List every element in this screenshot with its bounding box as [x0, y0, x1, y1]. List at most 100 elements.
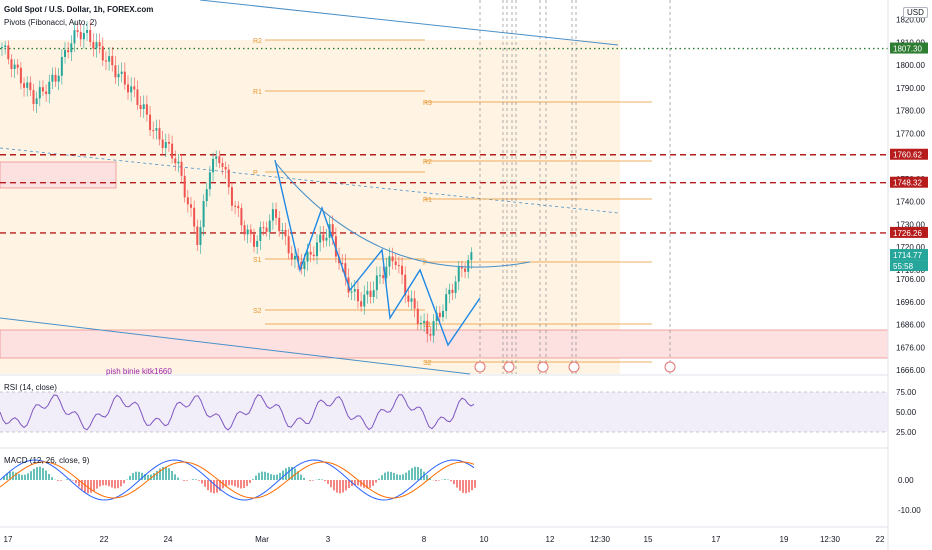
trend-dashed-line — [0, 147, 619, 214]
macd-histogram-bar — [408, 470, 410, 480]
pattern-arc — [274, 161, 531, 268]
macd-histogram-bar — [231, 480, 233, 486]
macd-histogram-bar — [324, 480, 326, 482]
candle-body — [460, 266, 463, 269]
candle-body — [158, 128, 161, 140]
event-icon — [568, 361, 580, 373]
macd-histogram-bar — [135, 471, 137, 480]
candle-body — [391, 256, 394, 262]
rsi-indicator-label[interactable]: RSI (14, close) — [4, 383, 57, 392]
candle-body — [164, 142, 167, 149]
candle-body — [319, 234, 322, 243]
candle-body — [218, 156, 221, 164]
macd-histogram-bar — [366, 480, 368, 489]
event-icon — [537, 361, 549, 373]
pivot-indicator-label[interactable]: Pivots (Fibonacci, Auto, 2) — [4, 18, 97, 27]
macd-histogram-bar — [345, 480, 347, 491]
time-tick: 15 — [644, 535, 653, 544]
candle-body — [41, 87, 44, 92]
macd-histogram-bar — [219, 480, 221, 491]
candle-body — [262, 227, 265, 229]
macd-histogram-bar — [444, 479, 446, 480]
price-tag-label: 1726.26 — [893, 229, 922, 238]
candle-body — [416, 308, 419, 324]
candle-body — [73, 30, 76, 44]
macd-histogram-bar — [357, 480, 359, 486]
price-tick: 1686.00 — [896, 321, 925, 330]
candle-body — [394, 261, 397, 266]
candle-body — [243, 225, 246, 235]
candle-body — [234, 205, 237, 207]
macd-histogram-bar — [474, 480, 476, 488]
candle-body — [108, 56, 111, 62]
candle-body — [410, 298, 413, 302]
candle-body — [92, 42, 95, 49]
macd-histogram-bar — [102, 480, 104, 486]
candle-body — [89, 30, 92, 43]
pivot-label: P — [423, 260, 428, 267]
candle-body — [290, 253, 293, 260]
candle-body — [278, 217, 281, 232]
candle-body — [331, 224, 334, 237]
candle-body — [13, 64, 16, 70]
candle-body — [457, 266, 460, 282]
candle-body — [369, 290, 372, 297]
price-tag — [890, 260, 928, 272]
price-tag-label: 1760.62 — [893, 151, 922, 160]
candle-body — [281, 229, 284, 232]
candle-body — [284, 229, 287, 237]
channel-bottom-line — [0, 317, 471, 375]
pivot-label: R2 — [423, 159, 432, 166]
macd-histogram-bar — [267, 472, 269, 480]
candle-body — [372, 290, 375, 297]
macd-histogram-bar — [261, 471, 263, 480]
candle-body — [341, 263, 344, 265]
price-tick: 1790.00 — [896, 84, 925, 93]
macd-histogram-bar — [108, 480, 110, 487]
candle-body — [7, 45, 10, 60]
candle-body — [385, 266, 388, 279]
macd-histogram-bar — [15, 472, 17, 480]
candle-body — [256, 240, 259, 247]
candle-body — [467, 259, 470, 272]
candle-body — [404, 274, 407, 296]
macd-histogram-bar — [291, 466, 293, 480]
time-tick: 22 — [876, 535, 885, 544]
candle-body — [130, 86, 133, 93]
macd-indicator-label[interactable]: MACD (12, 26, close, 9) — [4, 456, 90, 465]
macd-histogram-bar — [18, 473, 20, 480]
candle-body — [123, 71, 126, 85]
macd-histogram-bar — [273, 474, 275, 480]
macd-histogram-bar — [90, 480, 92, 493]
macd-histogram-bar — [450, 480, 452, 482]
macd-histogram-bar — [174, 474, 176, 480]
macd-histogram-bar — [186, 480, 188, 481]
currency-badge[interactable]: USD — [903, 7, 928, 18]
pivot-zone — [0, 40, 620, 374]
price-tick: 1740.00 — [896, 198, 925, 207]
macd-histogram-bar — [342, 480, 344, 493]
macd-histogram-bar — [204, 480, 206, 487]
price-tick: 1696.00 — [896, 298, 925, 307]
macd-histogram-bar — [426, 475, 428, 480]
candle-body — [249, 229, 252, 235]
macd-histogram-bar — [198, 480, 200, 481]
macd-histogram-bar — [465, 480, 467, 494]
macd-histogram-bar — [459, 480, 461, 491]
candle-body — [275, 209, 278, 218]
macd-histogram-bar — [51, 477, 53, 480]
candle-body — [48, 81, 51, 95]
candle-body — [426, 320, 429, 334]
price-tag — [890, 226, 928, 238]
macd-histogram-bar — [321, 479, 323, 480]
macd-histogram-bar — [420, 468, 422, 480]
candle-body — [139, 104, 142, 109]
candle-body — [306, 251, 309, 262]
macd-histogram-bar — [120, 480, 122, 487]
candle-body — [196, 226, 199, 245]
candle-body — [401, 265, 404, 275]
macd-histogram-bar — [411, 468, 413, 480]
macd-histogram-bar — [123, 480, 125, 484]
candle-body — [215, 156, 218, 159]
macd-histogram-bar — [378, 478, 380, 480]
